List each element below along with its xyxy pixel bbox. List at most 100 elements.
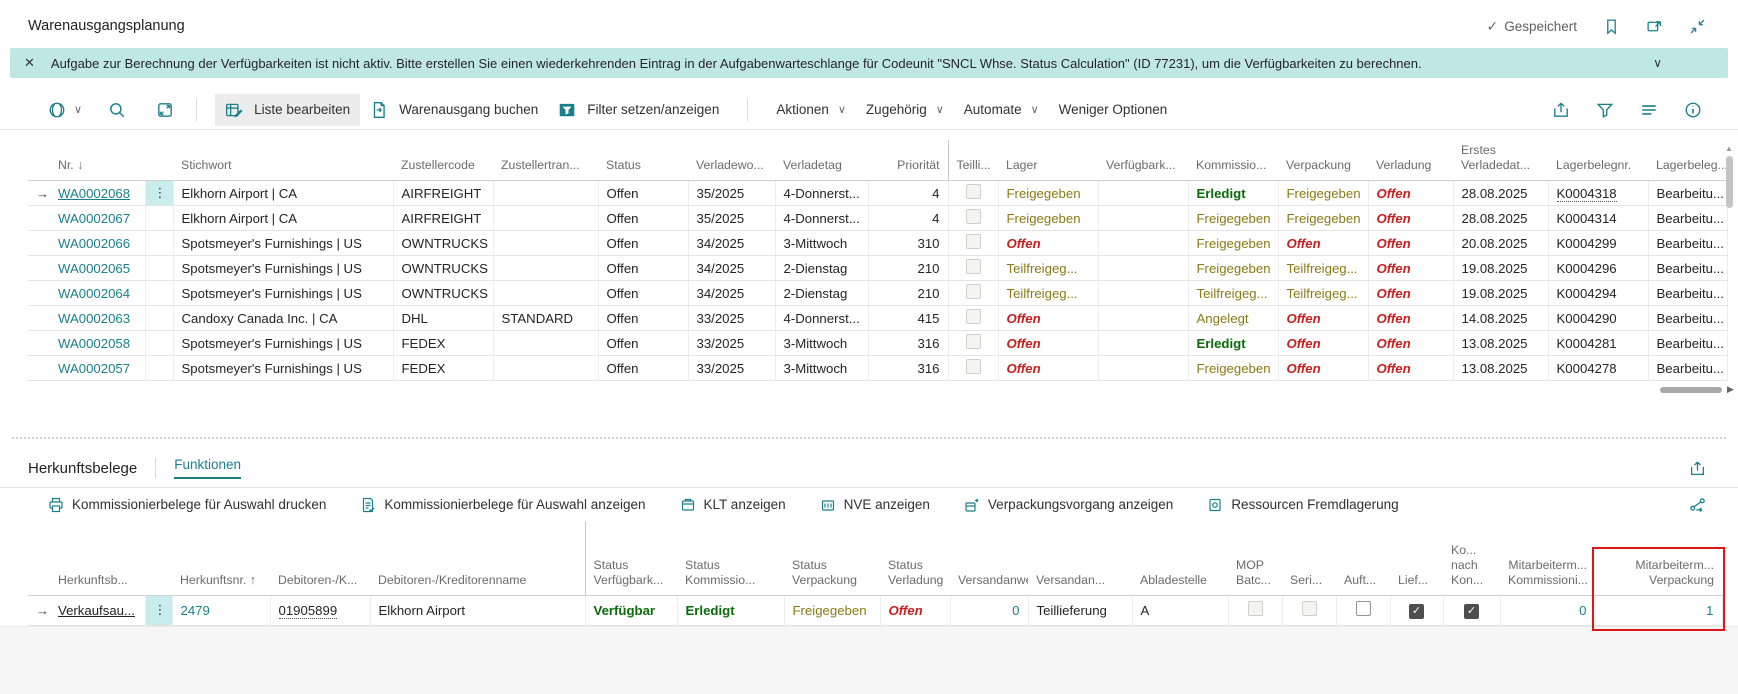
- column-header-prioritaet[interactable]: Priorität: [868, 140, 948, 181]
- column-header-mitkomm[interactable]: Mitarbeiterm... Kommissioni...: [1500, 521, 1595, 596]
- column-header-debitorenname[interactable]: Debitoren-/Kreditorenname: [370, 521, 585, 596]
- views-selector[interactable]: ∨: [48, 101, 82, 119]
- edit-list-button[interactable]: Liste bearbeiten: [215, 93, 361, 126]
- column-header-seri[interactable]: Seri...: [1282, 521, 1336, 596]
- table-row[interactable]: WA0002066 Spotsmeyer's Furnishings | US OW…: [28, 230, 1728, 256]
- cell-link-nr[interactable]: WA0002065: [58, 260, 131, 276]
- column-header-lager[interactable]: Lager: [998, 140, 1098, 181]
- column-header-teil[interactable]: Teilli...: [947, 140, 998, 181]
- checkbox-lief[interactable]: ✓: [1409, 603, 1424, 619]
- cell-link-mitverp[interactable]: 1: [1706, 602, 1714, 618]
- cell-link-nr[interactable]: WA0002066: [58, 235, 131, 251]
- part-action-printer[interactable]: Kommissionierbelege für Auswahl drucken: [48, 497, 326, 513]
- column-header-nr[interactable]: Nr. ↓: [50, 140, 145, 181]
- vertical-scrollbar[interactable]: [1726, 156, 1733, 208]
- checkbox-ko[interactable]: ✓: [1464, 603, 1479, 619]
- column-header-status[interactable]: Status: [598, 140, 688, 181]
- cell-link-nr[interactable]: WA0002067: [58, 210, 131, 226]
- chevron-down-icon[interactable]: ∨: [1653, 56, 1662, 70]
- column-header-herkunftsnr[interactable]: Herkunftsnr. ↑: [172, 521, 270, 596]
- column-header-versandanwe[interactable]: Versandanwe...: [950, 521, 1028, 596]
- column-header-stkomm[interactable]: Status Kommissio...: [677, 521, 784, 596]
- row-menu-dots[interactable]: ⋮: [145, 180, 174, 206]
- cell-link-lagerbelegnr[interactable]: K0004318: [1556, 185, 1617, 202]
- horizontal-scrollbar[interactable]: [1660, 387, 1722, 393]
- table-row[interactable]: → Verkaufsau... ⋮ 2479 01905899 Elkhorn Airpo…: [28, 595, 1723, 626]
- cell-link-nr[interactable]: WA0002057: [58, 360, 131, 376]
- column-header-stverp[interactable]: Status Verpackung: [784, 521, 880, 596]
- column-header-stverl[interactable]: Status Verladung: [880, 521, 950, 596]
- cell-link-nr[interactable]: WA0002068: [58, 185, 131, 201]
- cell-link-herkunftsnr[interactable]: 2479: [180, 602, 210, 618]
- column-header-verladung[interactable]: Verladung: [1368, 140, 1453, 181]
- cell-lagerbelegnr: K0004318: [1548, 180, 1649, 206]
- close-icon[interactable]: ✕: [24, 55, 35, 70]
- column-header-erstes[interactable]: Erstes Verladedat...: [1453, 140, 1548, 181]
- cell-link-mitkomm[interactable]: 0: [1579, 602, 1587, 618]
- column-header-lagerbelegnr[interactable]: Lagerbelegnr.: [1548, 140, 1648, 181]
- column-header-zustellercode[interactable]: Zustellercode: [393, 140, 493, 181]
- tab-funktionen[interactable]: Funktionen: [174, 457, 242, 479]
- post-shipment-button[interactable]: Warenausgang buchen: [360, 94, 548, 126]
- column-header-stverf[interactable]: Status Verfügbark...: [584, 521, 677, 596]
- analysis-mode-icon[interactable]: [156, 101, 174, 119]
- column-header-abladestelle[interactable]: Abladestelle: [1132, 521, 1228, 596]
- info-icon[interactable]: [1684, 101, 1702, 119]
- automate-menu[interactable]: Automate ∨: [954, 95, 1049, 124]
- table-row[interactable]: WA0002065 Spotsmeyer's Furnishings | US OW…: [28, 255, 1728, 281]
- part-action-nve[interactable]: NVE anzeigen: [820, 497, 930, 513]
- column-header-lagerbeleg[interactable]: Lagerbeleg...: [1648, 140, 1727, 181]
- cell-link-herkunftsb[interactable]: Verkaufsau...: [58, 602, 135, 618]
- column-header-stichwort[interactable]: Stichwort: [173, 140, 393, 181]
- column-header-versandan[interactable]: Versandan...: [1028, 521, 1132, 596]
- cell-link-debitorennr[interactable]: 01905899: [278, 602, 338, 619]
- column-header-verpackung[interactable]: Verpackung: [1278, 140, 1368, 181]
- cell-verladewo: 34/2025: [688, 280, 776, 306]
- table-row[interactable]: WA0002067 Elkhorn Airport | CA AIRFREIGHT O…: [28, 205, 1728, 231]
- column-header-mitverp[interactable]: Mitarbeiterm... Verpackung: [1595, 521, 1722, 596]
- collapse-icon[interactable]: [1689, 18, 1706, 35]
- checkbox-auft[interactable]: [1355, 601, 1371, 616]
- table-row[interactable]: WA0002064 Spotsmeyer's Furnishings | US OW…: [28, 280, 1728, 306]
- cell-link-nr[interactable]: WA0002058: [58, 335, 131, 351]
- column-header-verfuegbark[interactable]: Verfügbark...: [1098, 140, 1188, 181]
- column-header-verladetag[interactable]: Verladetag: [775, 140, 868, 181]
- table-row[interactable]: WA0002058 Spotsmeyer's Furnishings | US FE…: [28, 330, 1728, 356]
- column-header-auft[interactable]: Auft...: [1336, 521, 1390, 596]
- table-row[interactable]: WA0002057 Spotsmeyer's Furnishings | US FE…: [28, 355, 1728, 381]
- cell-link-versandanwe[interactable]: 0: [1012, 602, 1020, 618]
- column-header-zustellertran[interactable]: Zustellertran...: [493, 140, 598, 181]
- table-row[interactable]: → WA0002068 ⋮ Elkhorn Airport | CA AIRFREIGH…: [28, 180, 1728, 206]
- filter-funnel-icon[interactable]: [1596, 101, 1614, 119]
- search-icon[interactable]: [108, 101, 126, 119]
- related-menu[interactable]: Zugehörig ∨: [856, 95, 954, 124]
- open-in-window-icon[interactable]: [1646, 18, 1663, 35]
- bookmark-icon[interactable]: [1603, 18, 1620, 35]
- cell-link-nr[interactable]: WA0002064: [58, 285, 131, 301]
- part-action-document-view[interactable]: Kommissionierbelege für Auswahl anzeigen: [360, 497, 646, 513]
- cell-text-verpackung: Teilfreigeg...: [1286, 285, 1358, 301]
- part-action-external-storage[interactable]: Ressourcen Fremdlagerung: [1207, 497, 1399, 513]
- column-header-verladewo[interactable]: Verladewo...: [688, 140, 775, 181]
- choose-columns-icon[interactable]: [1640, 101, 1658, 119]
- column-header-herkunftsb[interactable]: Herkunftsb...: [50, 521, 145, 596]
- part-action-klt[interactable]: KLT anzeigen: [680, 497, 786, 513]
- column-header-ko[interactable]: Ko... nach Kon...: [1443, 521, 1500, 596]
- share-icon[interactable]: [1552, 101, 1570, 119]
- part-action-packing-process[interactable]: Verpackungsvorgang anzeigen: [964, 497, 1173, 513]
- filter-toggle-button[interactable]: Filter setzen/anzeigen: [548, 94, 729, 126]
- column-header-mop[interactable]: MOP Batc...: [1228, 521, 1282, 596]
- table-row[interactable]: WA0002063 Candoxy Canada Inc. | CA DHL STAN…: [28, 305, 1728, 331]
- share-icon[interactable]: [1689, 460, 1706, 477]
- fewer-options-button[interactable]: Weniger Optionen: [1049, 95, 1178, 124]
- actions-menu[interactable]: Aktionen ∨: [766, 95, 856, 124]
- cell-teil: [947, 330, 999, 356]
- row-menu-dots[interactable]: ⋮: [145, 595, 173, 626]
- column-header-kommissio[interactable]: Kommissio...: [1188, 140, 1278, 181]
- cell-link-nr[interactable]: WA0002063: [58, 310, 131, 326]
- scroll-right-icon[interactable]: ▶: [1727, 384, 1734, 394]
- scroll-up-icon[interactable]: ▲: [1725, 144, 1733, 153]
- column-header-debitorennr[interactable]: Debitoren-/K...: [270, 521, 370, 596]
- flow-icon[interactable]: [1689, 496, 1706, 513]
- column-header-lief[interactable]: Lief...: [1390, 521, 1443, 596]
